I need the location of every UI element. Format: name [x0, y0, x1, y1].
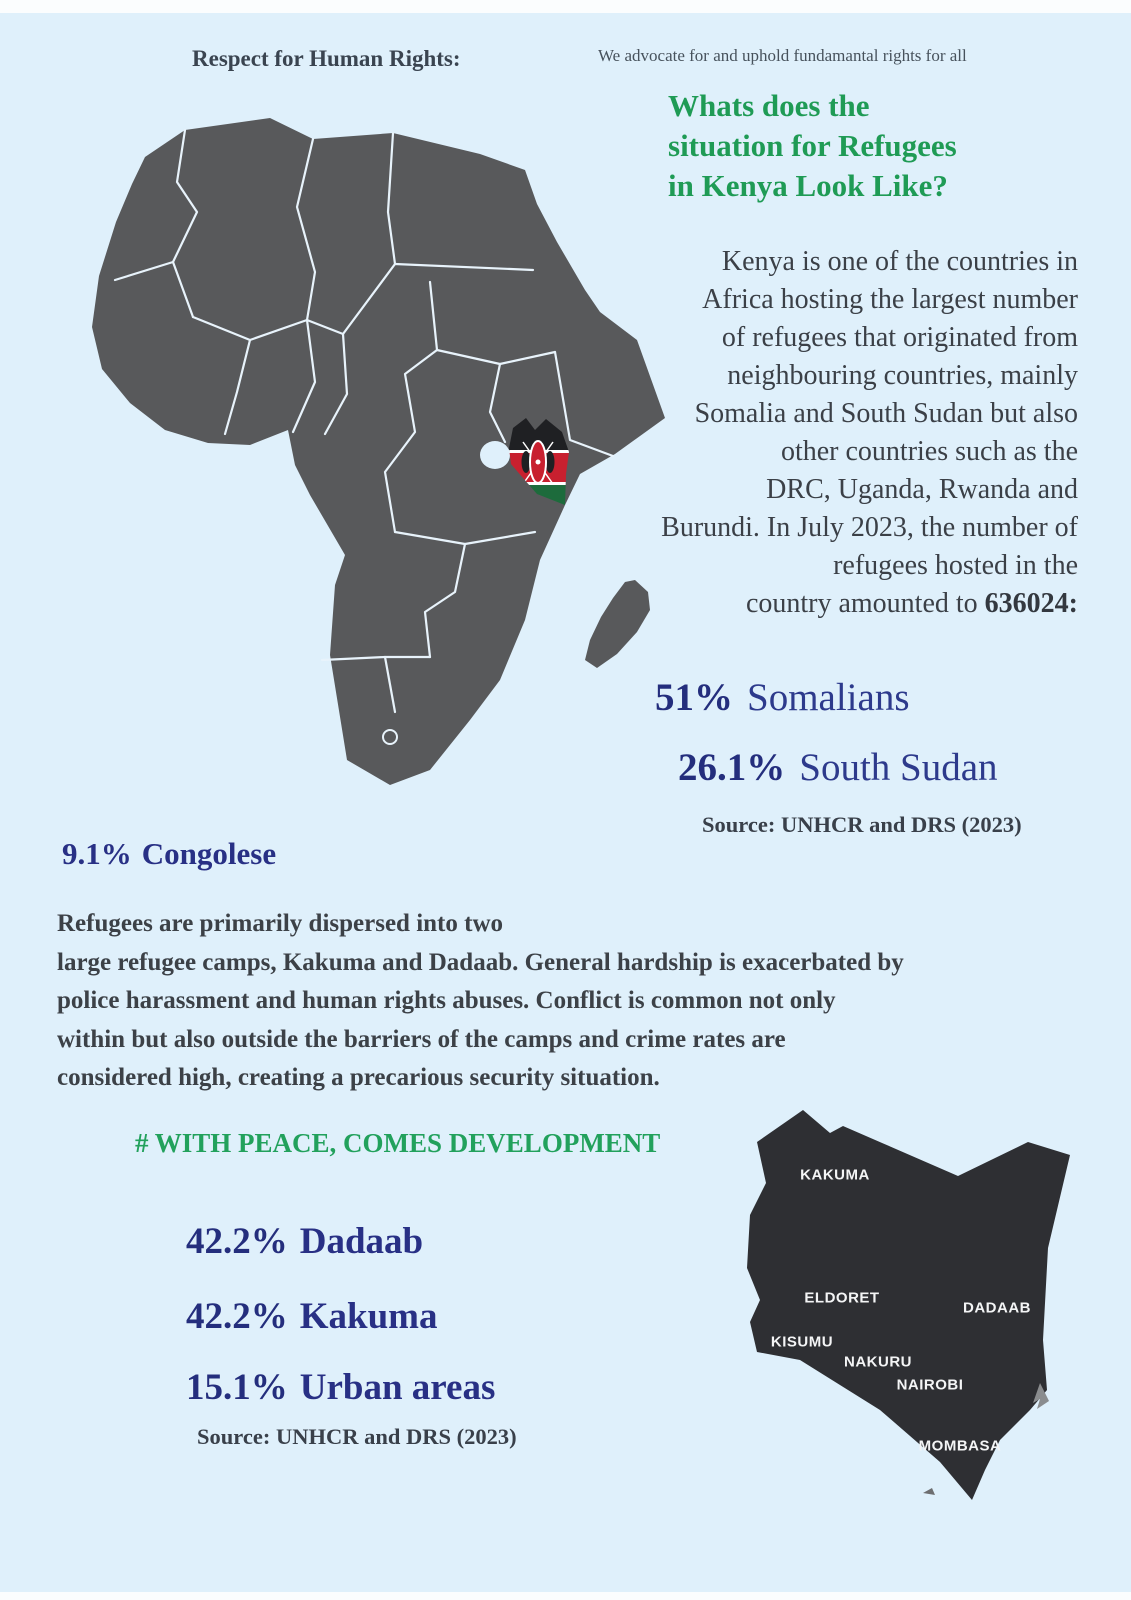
africa-map [85, 112, 665, 792]
city-label-kisumu: KISUMU [770, 1333, 834, 1351]
intro-paragraph-line: country amounted to [745, 588, 985, 619]
stat-south-sudan: 26.1% South Sudan [678, 745, 998, 790]
camps-paragraph-line: Refugees are primarily dispersed into tw… [57, 910, 504, 937]
africa-country-borders [113, 128, 615, 714]
coast-small-decoration [923, 1488, 935, 1495]
kenya-map-svg [747, 1110, 1070, 1500]
intro-heading-line-2: situation for Refugees [668, 128, 957, 163]
camps-paragraph: Refugees are primarily dispersed into tw… [57, 905, 904, 1098]
city-label-dadaab: DADAAB [963, 1299, 1031, 1317]
intro-paragraph-line: Burundi. In July 2023, the number of [661, 512, 1078, 543]
refugee-total-number: 636024: [984, 588, 1078, 619]
stat-urban-areas-label: Urban areas [299, 1367, 496, 1408]
intro-paragraph-line: Somalia and South Sudan but also [694, 398, 1078, 429]
stat-congolese: 9.1% Congolese [62, 836, 276, 872]
intro-paragraph-line: Kenya is one of the countries in [721, 246, 1078, 277]
stat-congolese-label: Congolese [141, 836, 277, 871]
source-note-origin: Source: UNHCR and DRS (2023) [702, 812, 1022, 837]
stat-urban-areas: 15.1% Urban areas [186, 1366, 495, 1409]
stat-dadaab-label: Dadaab [299, 1221, 424, 1262]
camps-paragraph-line: within but also outside the barriers of … [57, 1025, 786, 1053]
flag-shield-left-lens [521, 451, 531, 473]
city-label-eldoret: ELDORET [804, 1289, 880, 1307]
intro-paragraph-line: of refugees that originated from [721, 322, 1078, 353]
intro-heading-line-3: in Kenya Look Like? [668, 168, 948, 203]
stat-somalians-label: Somalians [747, 676, 910, 719]
intro-paragraph-line: other countries such as the [780, 436, 1078, 467]
intro-paragraph-line: DRC, Uganda, Rwanda and [766, 474, 1078, 505]
camps-paragraph-line: police harassment and human rights abuse… [57, 987, 836, 1014]
city-label-mombasa: MOMBASA [918, 1437, 1002, 1455]
lake-victoria [480, 441, 510, 469]
intro-paragraph-line: neighbouring countries, mainly [727, 360, 1078, 391]
source-note-development: Source: UNHCR and DRS (2023) [197, 1424, 517, 1449]
stat-somalians: 51% Somalians [655, 675, 910, 720]
stat-kakuma: 42.2% Kakuma [186, 1295, 438, 1338]
intro-paragraph-last-line: country amounted to 636024: [661, 585, 1078, 623]
stat-kakuma-label: Kakuma [299, 1296, 438, 1337]
city-label-nakuru: NAKURU [844, 1353, 912, 1371]
page-subtitle: We advocate for and uphold fundamantal r… [598, 46, 967, 65]
stat-urban-areas-value: 15.1% [186, 1367, 288, 1408]
intro-paragraph-line: Africa hosting the largest number [702, 284, 1078, 315]
stat-south-sudan-label: South Sudan [799, 746, 998, 789]
city-label-nairobi: NAIROBI [896, 1376, 964, 1394]
stat-dadaab-value: 42.2% [186, 1221, 288, 1262]
africa-map-svg [92, 118, 665, 785]
lesotho-border-ring [382, 729, 398, 745]
intro-paragraph: Kenya is one of the countries in Africa … [661, 243, 1078, 623]
page-title: Respect for Human Rights: [192, 46, 461, 71]
intro-paragraph-line: refugees hosted in the [833, 550, 1078, 581]
stat-kakuma-value: 42.2% [186, 1296, 288, 1337]
stat-congolese-value: 9.1% [62, 836, 132, 871]
camps-paragraph-line: large refugee camps, Kakuma and Dadaab. … [57, 948, 904, 976]
africa-continent-silhouette [92, 118, 665, 785]
kenya-country-silhouette [747, 1110, 1070, 1500]
madagascar-island [585, 580, 650, 668]
stat-south-sudan-value: 26.1% [678, 746, 786, 789]
bottom-white-strip [0, 1592, 1131, 1600]
intro-heading-line-1: Whats does the [668, 88, 870, 123]
stat-somalians-value: 51% [655, 676, 733, 719]
development-heading: # WITH PEACE, COMES DEVELOPMENT [135, 1128, 661, 1158]
stat-dadaab: 42.2% Dadaab [186, 1220, 423, 1263]
city-label-kakuma: KAKUMA [800, 1166, 870, 1184]
kenya-map: KAKUMA ELDORET DADAAB KISUMU NAKURU NAIR… [735, 1085, 1085, 1515]
top-white-strip [0, 0, 1131, 13]
coast-arrow-decoration [1033, 1383, 1049, 1409]
flag-shield-right-lens [545, 451, 555, 473]
flag-shield-center-dot [535, 459, 541, 465]
camps-paragraph-line: considered high, creating a precarious s… [57, 1064, 660, 1091]
intro-heading: Whats does the situation for Refugees in… [668, 86, 957, 206]
